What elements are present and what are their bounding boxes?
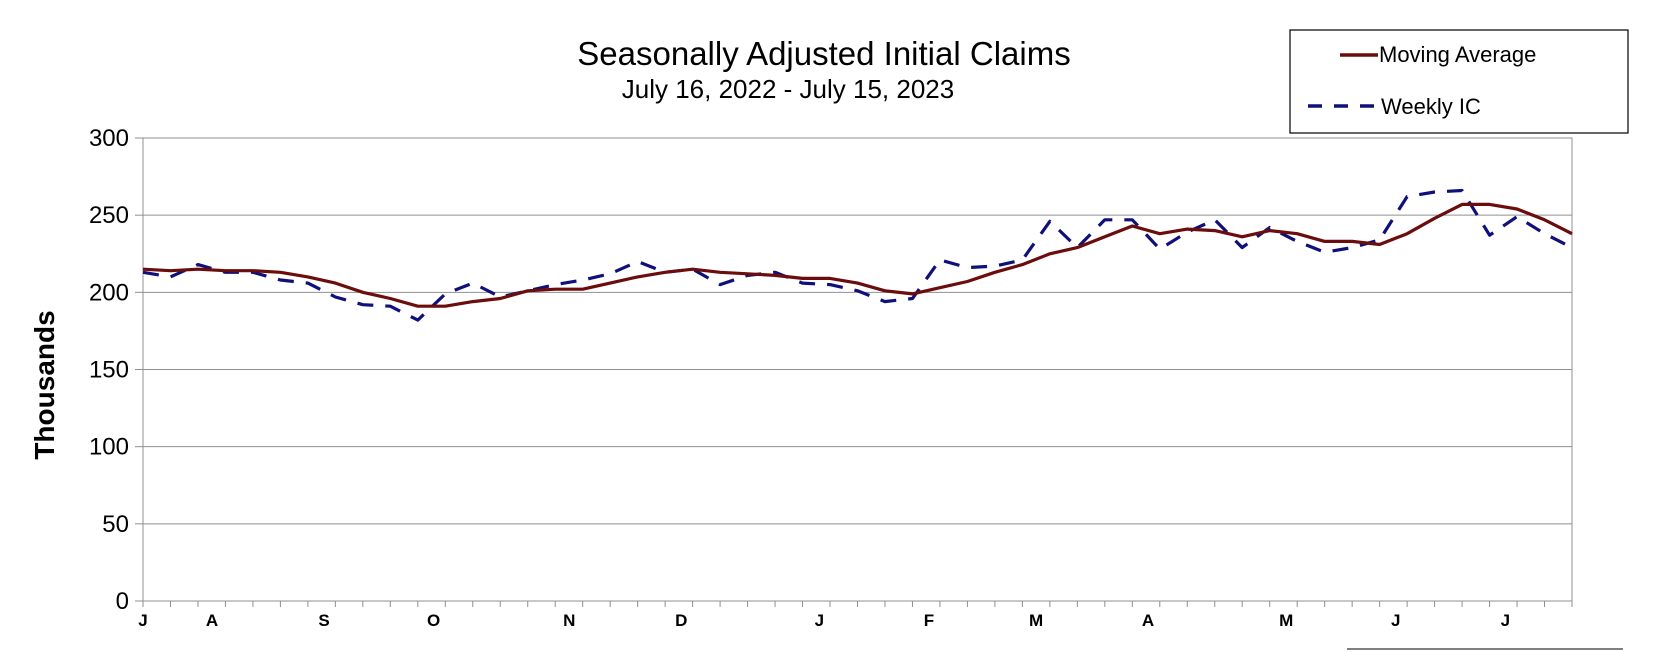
x-tick-label: A xyxy=(206,611,218,630)
y-tick-label: 50 xyxy=(102,511,129,538)
legend-label-moving-average: Moving Average xyxy=(1379,42,1536,67)
x-tick-label: J xyxy=(1391,611,1400,630)
x-tick-label: F xyxy=(924,611,934,630)
legend: Moving Average Weekly IC xyxy=(1289,29,1629,134)
x-tick-label: D xyxy=(675,611,687,630)
x-tick-label: M xyxy=(1029,611,1043,630)
series-layer xyxy=(142,188,1573,322)
x-tick-label: J xyxy=(1501,611,1510,630)
x-tick-label: M xyxy=(1279,611,1293,630)
chart-title: Seasonally Adjusted Initial Claims xyxy=(577,35,1070,72)
legend-label-weekly-ic: Weekly IC xyxy=(1381,94,1481,119)
x-tick-label: J xyxy=(815,611,824,630)
y-tick-label: 300 xyxy=(89,125,129,152)
x-tick-label: A xyxy=(1142,611,1154,630)
y-tick-label: 150 xyxy=(89,357,129,384)
y-axis: 0 50 100 150 200 250 300 xyxy=(89,125,143,615)
x-tick-label: J xyxy=(138,611,147,630)
gridlines xyxy=(143,214,1572,525)
y-tick-label: 0 xyxy=(116,588,129,615)
x-tick-label: O xyxy=(427,611,440,630)
series-line-weekly-ic xyxy=(142,188,1573,322)
legend-box xyxy=(1289,29,1629,134)
x-tick-label: S xyxy=(318,611,329,630)
x-tick-label: N xyxy=(563,611,575,630)
y-axis-label: Thousands xyxy=(29,310,60,459)
y-tick-label: 250 xyxy=(89,202,129,229)
y-tick-label: 100 xyxy=(89,434,129,461)
series-line-moving-average xyxy=(142,202,1573,308)
y-tick-label: 200 xyxy=(89,279,129,306)
chart-subtitle: July 16, 2022 - July 15, 2023 xyxy=(622,74,954,104)
